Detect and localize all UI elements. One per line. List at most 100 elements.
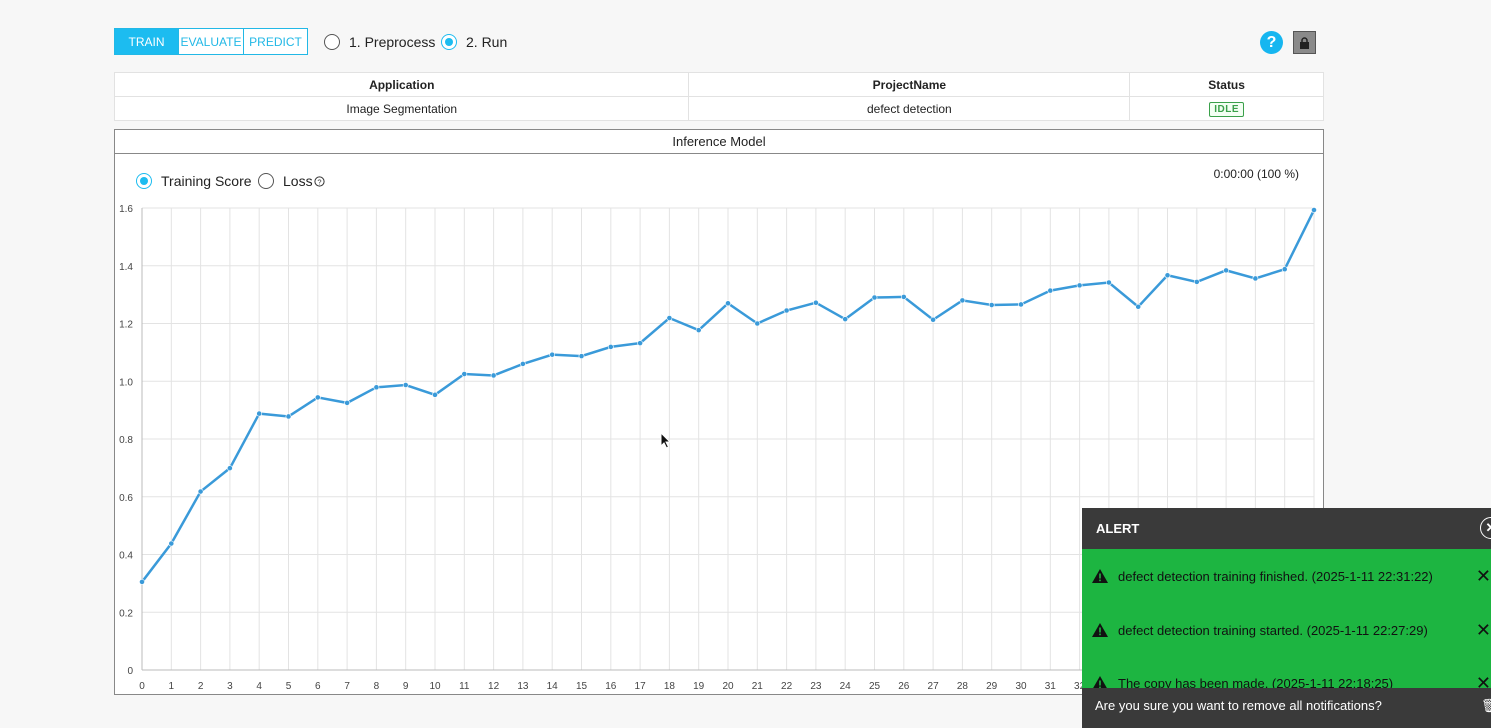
y-tick-label: 1.6 [119,204,133,215]
x-tick-label: 26 [898,681,910,692]
dismiss-icon[interactable]: ✕ [1475,619,1491,640]
y-tick-label: 1.0 [119,377,133,388]
cell-project: defect detection [688,96,1131,121]
help-icon[interactable]: ? [1260,31,1283,54]
x-tick-label: 18 [664,681,676,692]
data-point [842,316,849,323]
tab-train[interactable]: TRAIN [114,28,179,55]
data-point [637,340,643,347]
x-tick-label: 21 [752,681,764,692]
data-point [168,540,175,547]
data-point [930,316,936,323]
radio-training-score[interactable] [136,173,152,189]
training-score-chart: 00.20.40.60.81.01.21.41.6 0 1 2 3 4 5 6 7 8 9 10 11… [119,204,1320,692]
data-point [578,353,585,360]
column-header-status: Status [1129,72,1324,97]
svg-text:?: ? [317,177,321,186]
data-point [461,371,468,377]
data-point [285,413,292,420]
data-point [256,410,263,417]
data-point [1106,279,1112,286]
column-header-project: ProjectName [688,72,1131,97]
circle-x-icon[interactable]: ✕ [1480,517,1491,539]
y-tick-label: 0.2 [119,608,133,619]
data-point [139,579,145,585]
x-tick-label: 25 [869,681,881,692]
tab-evaluate[interactable]: EVALUATE [178,28,244,55]
tab-predict[interactable]: PREDICT [243,28,308,55]
data-point [813,299,819,306]
data-point [227,465,233,472]
data-point [373,384,380,391]
step-run[interactable]: 2. Run [441,34,507,50]
data-point [1223,267,1229,274]
data-point [1164,272,1171,279]
y-tick-label: 0.6 [119,493,133,504]
dismiss-icon[interactable]: ✕ [1475,565,1491,586]
x-tick-label: 28 [957,681,969,692]
metric-training-score-label: Training Score [161,173,252,189]
lock-icon[interactable] [1293,31,1316,54]
dismiss-icon[interactable]: ✕ [1475,672,1491,693]
mouse-cursor-icon [660,432,672,449]
step-preprocess-label: 1. Preprocess [349,34,436,50]
x-tick-label: 11 [459,681,470,692]
alert-panel: ALERT ✕ defect detection training finish… [1082,508,1491,728]
question-circle-icon[interactable]: ? [313,175,325,187]
radio-run[interactable] [441,34,457,50]
alert-item: defect detection training started. (2025… [1082,618,1491,642]
x-tick-label: 32 [1074,681,1086,692]
data-point [1018,301,1024,308]
data-point [1311,207,1317,213]
data-point [1252,275,1259,282]
x-tick-label: 15 [576,681,588,692]
data-point [344,400,350,406]
x-tick-label: 29 [986,681,998,692]
data-point [754,320,761,327]
alert-footer-text: Are you sure you want to remove all noti… [1095,698,1382,713]
data-point [1193,279,1200,285]
alert-item-text: The copy has been made. (2025-1-11 22:18… [1118,675,1394,691]
x-tick-label: 23 [810,681,822,692]
warning-icon [1091,568,1109,584]
x-tick-label: 27 [928,681,940,692]
alert-footer: Are you sure you want to remove all noti… [1082,688,1491,728]
trash-icon[interactable]: 🗑 [1481,698,1491,713]
warning-icon [1091,675,1109,691]
table-row: Image Segmentation defect detection IDLE [113,96,1324,121]
radio-preprocess[interactable] [324,34,340,50]
data-point [607,343,614,350]
y-tick-label: 0 [127,666,133,677]
x-tick-label: 7 [344,681,350,692]
radio-loss[interactable] [258,173,274,189]
x-tick-label: 2 [198,681,204,692]
data-point [432,391,438,398]
y-tick-label: 0.8 [119,435,133,446]
data-point [549,351,556,358]
x-tick-label: 17 [635,681,647,692]
metric-training-score[interactable]: Training Score [136,173,252,189]
metric-loss[interactable]: Loss ? [258,173,325,189]
panel-title: Inference Model [115,130,1323,154]
x-tick-label: 4 [256,681,262,692]
data-point [988,302,995,308]
x-tick-label: 0 [139,681,145,692]
data-point [695,327,702,334]
data-point [1076,282,1083,289]
alert-item-text: defect detection training started. (2025… [1118,622,1428,638]
x-tick-label: 1 [169,681,175,692]
cell-application: Image Segmentation [113,96,690,121]
metric-loss-label: Loss [283,173,313,189]
x-tick-label: 19 [693,681,705,692]
step-run-label: 2. Run [466,34,508,50]
data-point [871,294,878,301]
step-preprocess[interactable]: 1. Preprocess [324,34,435,50]
x-tick-label: 31 [1045,681,1057,692]
data-point [783,307,790,314]
y-tick-label: 1.4 [119,262,133,273]
data-point [900,294,907,300]
y-tick-label: 1.2 [119,320,133,331]
x-tick-label: 22 [781,681,793,692]
x-tick-label: 5 [286,681,292,692]
x-tick-label: 6 [315,681,321,692]
